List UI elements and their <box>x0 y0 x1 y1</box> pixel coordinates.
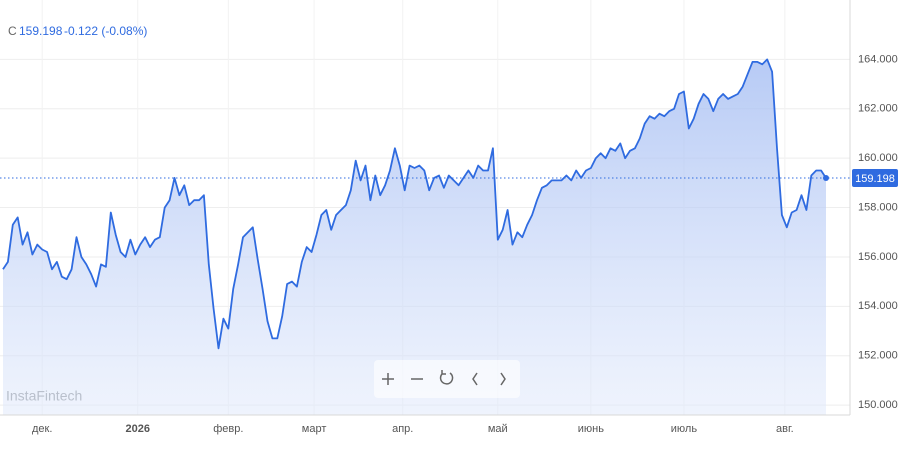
zoom-in[interactable] <box>382 373 394 385</box>
nav-toolbar <box>374 360 520 398</box>
x-tick-label: апр. <box>392 423 413 435</box>
x-tick-label: авг. <box>776 423 794 435</box>
toolbar-bg <box>374 360 520 398</box>
y-tick-label: 154.000 <box>858 300 898 312</box>
price-line <box>2 58 827 350</box>
y-tick-label: 150.000 <box>858 399 898 411</box>
y-tick-label: 158.000 <box>858 201 898 213</box>
last-price-dot <box>823 174 829 181</box>
last-price-box <box>852 168 898 187</box>
area-fill <box>3 59 826 416</box>
y-tick-label: 162.000 <box>858 103 898 115</box>
x-tick-label: дек. <box>32 423 52 435</box>
x-tick-label: 2026 <box>125 423 149 435</box>
x-tick-label: март <box>302 423 327 435</box>
plot: 159.198 <box>0 58 898 416</box>
price: 159.198 <box>19 24 63 38</box>
change: -0.122 (-0.08%) <box>64 24 147 38</box>
scroll-right[interactable] <box>500 372 506 386</box>
symbol: C <box>8 24 17 38</box>
reset[interactable] <box>439 370 454 385</box>
last-price-label: 159.198 <box>855 173 895 185</box>
scroll-left[interactable] <box>472 372 478 386</box>
y-tick-label: 160.000 <box>858 152 898 164</box>
x-tick-label: февр. <box>213 423 243 435</box>
y-tick-label: 156.000 <box>858 251 898 263</box>
y-tick-label: 152.000 <box>858 350 898 362</box>
y-tick-label: 164.000 <box>858 53 898 65</box>
watermark: InstaFintech <box>6 388 82 404</box>
x-tick-label: июль <box>671 423 698 435</box>
x-tick-label: май <box>488 423 508 435</box>
x-tick-label: июнь <box>578 423 604 435</box>
